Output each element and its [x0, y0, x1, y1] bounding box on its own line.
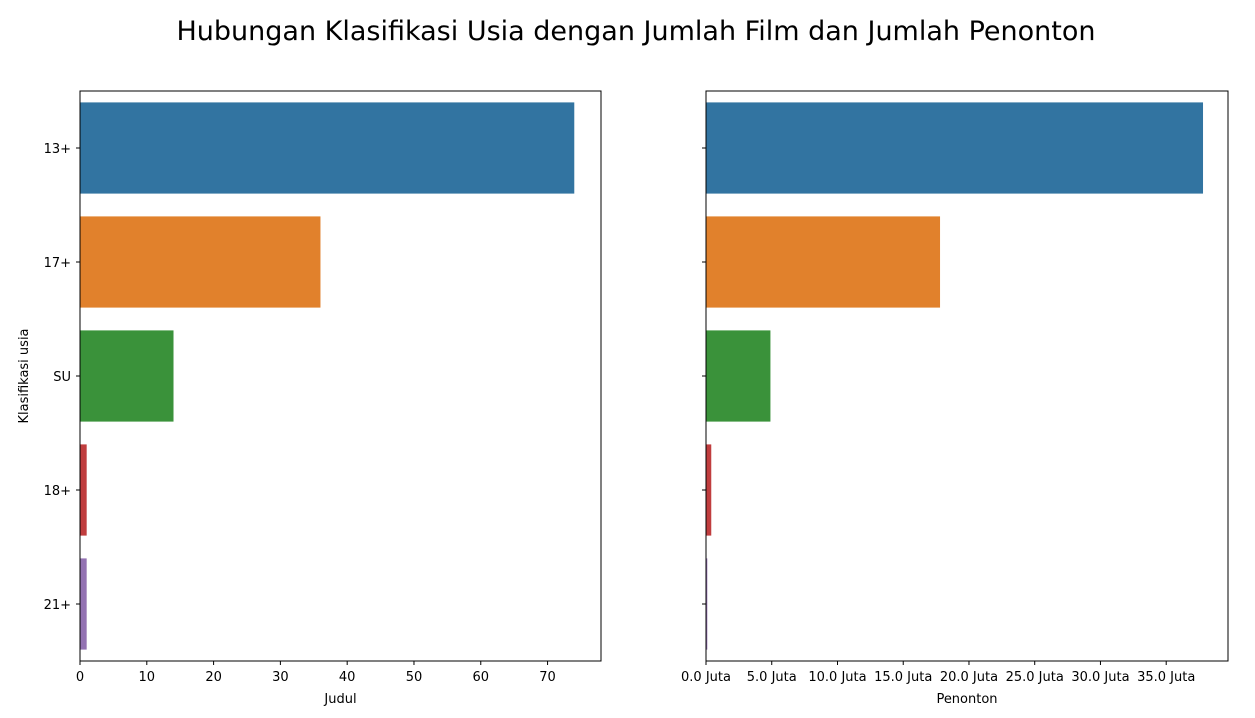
- axes-frame: [705, 90, 1229, 662]
- ytick-label: 13+: [44, 142, 71, 157]
- xtick-label: 40: [339, 670, 356, 685]
- xtick-label: 0: [76, 670, 84, 685]
- xtick-label: 10: [139, 670, 156, 685]
- bar-judul-21+: [80, 558, 87, 650]
- xtick-label: 60: [472, 670, 489, 685]
- xtick-label: 15.0 Juta: [874, 670, 932, 685]
- xtick-label: 30.0 Juta: [1071, 670, 1129, 685]
- xtick-label: 10.0 Juta: [808, 670, 866, 685]
- ytick-label: 17+: [44, 256, 71, 271]
- xtick-label: 50: [406, 670, 423, 685]
- xtick-label: 0.0 Juta: [681, 670, 731, 685]
- xtick-label: 30: [272, 670, 289, 685]
- bar-judul-13+: [80, 102, 575, 194]
- chart-suptitle: Hubungan Klasifikasi Usia dengan Jumlah …: [176, 16, 1095, 47]
- bar-judul-17+: [80, 216, 321, 308]
- xtick-label: 20.0 Juta: [940, 670, 998, 685]
- ytick-label: 21+: [44, 598, 71, 613]
- bar-penonton-21+: [706, 558, 708, 650]
- x-axis-label: Penonton: [936, 692, 997, 707]
- bar-penonton-18+: [706, 444, 712, 536]
- bar-penonton-SU: [706, 330, 771, 422]
- chart-judul: 13+ 17+ SU 18+ 21+ 0 10 20 30 40 50 60 70 Judul Klasif…: [17, 90, 602, 707]
- y-axis-label: Klasifikasi usia: [17, 328, 32, 423]
- ytick-label: SU: [53, 370, 71, 385]
- ytick-label: 18+: [44, 484, 71, 499]
- xtick-label: 5.0 Juta: [747, 670, 797, 685]
- xtick-label: 20: [205, 670, 222, 685]
- xtick-label: 25.0 Juta: [1006, 670, 1064, 685]
- bar-judul-18+: [80, 444, 87, 536]
- x-axis-label: Judul: [323, 692, 356, 707]
- xtick-label: 35.0 Juta: [1137, 670, 1195, 685]
- axes-frame: [79, 90, 602, 662]
- xtick-label: 70: [539, 670, 556, 685]
- bar-penonton-13+: [706, 102, 1204, 194]
- bar-judul-SU: [80, 330, 174, 422]
- chart-penonton: 0.0 Juta 5.0 Juta 10.0 Juta 15.0 Juta 20.0 J…: [681, 90, 1229, 707]
- bar-penonton-17+: [706, 216, 941, 308]
